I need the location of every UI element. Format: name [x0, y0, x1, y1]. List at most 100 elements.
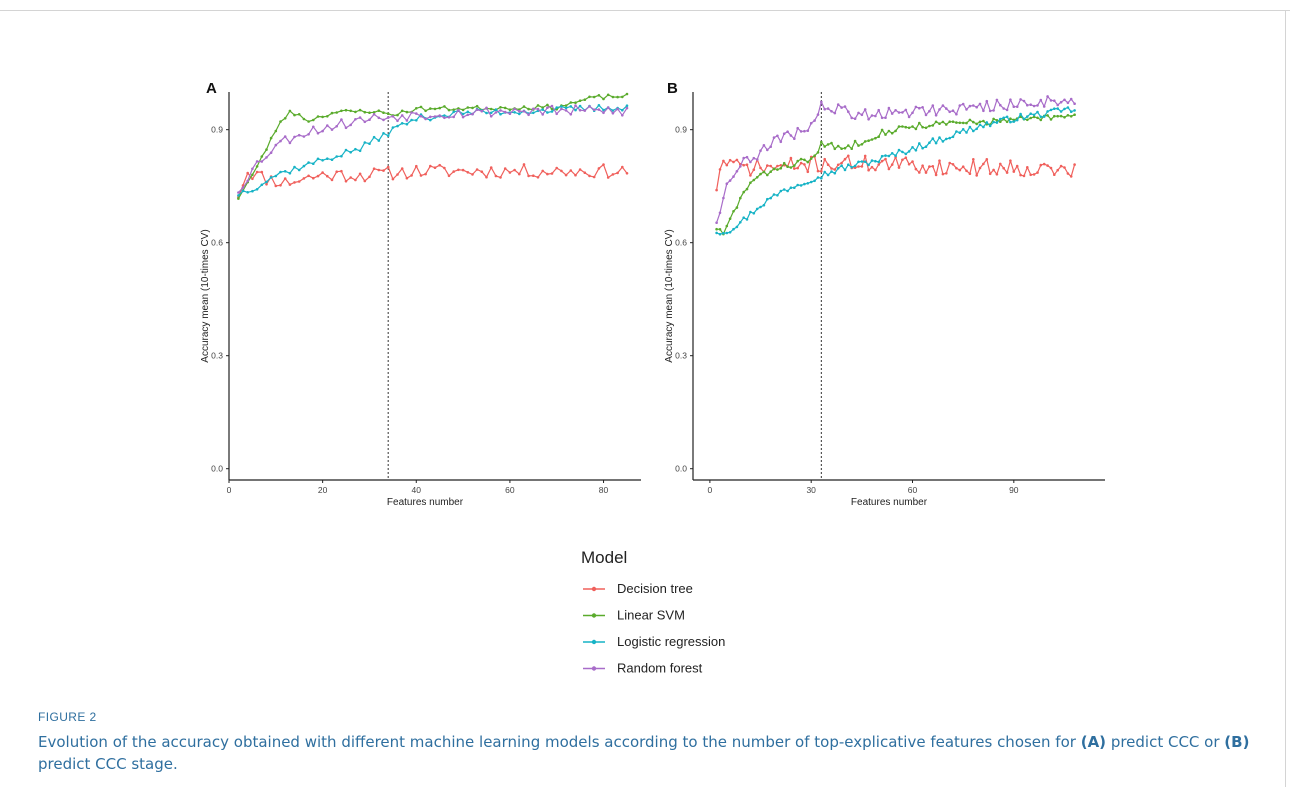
data-point: [265, 148, 268, 151]
data-point: [541, 113, 544, 116]
data-point: [1056, 168, 1059, 172]
data-point: [330, 158, 334, 161]
data-point: [461, 168, 465, 172]
data-point: [312, 176, 315, 180]
data-point: [293, 165, 296, 169]
data-point: [354, 147, 357, 151]
data-point: [880, 154, 884, 158]
data-point: [438, 114, 442, 117]
panel-letter: A: [206, 80, 217, 97]
data-point: [965, 121, 968, 125]
data-point: [527, 107, 530, 111]
data-point: [965, 108, 968, 111]
data-point: [850, 147, 853, 150]
x-tick-label: 0: [708, 485, 713, 495]
data-point: [1039, 118, 1043, 122]
data-point: [934, 141, 938, 145]
data-point: [728, 158, 732, 162]
data-point: [621, 165, 624, 169]
data-point: [931, 165, 935, 168]
panel-a: A 0.0 0.3 0.6 0.9 0 20 40 60 80 Features number Acc…: [200, 80, 641, 508]
data-point: [995, 119, 999, 122]
data-point: [843, 105, 847, 108]
data-point: [312, 118, 315, 122]
data-point: [907, 150, 911, 153]
data-point: [772, 136, 776, 139]
data-point: [809, 121, 813, 125]
data-point: [985, 121, 989, 124]
data-point: [1026, 115, 1029, 118]
data-point: [894, 109, 897, 112]
data-point: [443, 114, 446, 117]
data-point: [823, 157, 826, 161]
data-point: [867, 163, 870, 167]
data-point: [907, 162, 911, 166]
frame-top-border: [0, 10, 1290, 11]
data-point: [961, 165, 965, 168]
frame-right-border: [1285, 10, 1286, 787]
data-point: [722, 231, 725, 235]
data-point: [377, 109, 381, 112]
data-point: [728, 231, 732, 234]
data-point: [945, 123, 948, 126]
data-point: [755, 207, 759, 211]
data-point: [471, 106, 474, 110]
data-point: [928, 141, 931, 144]
data-point: [302, 177, 306, 180]
data-point: [621, 95, 624, 99]
data-point: [330, 128, 334, 131]
data-point: [769, 145, 772, 148]
data-point: [779, 189, 783, 193]
legend-item: Decision tree: [583, 581, 693, 596]
data-point: [335, 170, 339, 173]
data-point: [1002, 166, 1005, 170]
data-point: [410, 174, 413, 177]
data-point: [988, 109, 992, 113]
data-point: [742, 156, 745, 160]
data-point: [897, 125, 901, 128]
data-point: [752, 178, 756, 182]
data-point: [1002, 107, 1005, 110]
data-point: [715, 231, 718, 235]
data-point: [602, 163, 605, 166]
data-point: [1069, 115, 1073, 118]
data-point: [489, 115, 493, 118]
data-point: [503, 110, 507, 114]
data-point: [742, 216, 745, 219]
data-point: [941, 104, 945, 107]
data-point: [564, 104, 568, 107]
caption-ref-a: (A): [1080, 733, 1107, 751]
data-point: [1046, 110, 1049, 113]
data-point: [840, 147, 843, 150]
data-point: [982, 125, 985, 129]
data-point: [847, 110, 850, 113]
data-point: [1042, 162, 1046, 166]
data-point: [918, 121, 921, 125]
data-point: [396, 124, 399, 128]
data-point: [830, 141, 833, 145]
data-point: [880, 116, 884, 120]
data-point: [779, 140, 783, 144]
data-point: [732, 175, 735, 178]
data-point: [592, 175, 596, 179]
data-point: [489, 166, 493, 169]
data-point: [625, 104, 629, 107]
data-point: [1053, 114, 1056, 118]
data-point: [840, 161, 843, 165]
data-point: [578, 108, 582, 112]
data-point: [914, 149, 918, 152]
data-point: [499, 109, 502, 112]
legend-swatch-point: [591, 639, 597, 645]
data-point: [843, 168, 847, 172]
data-point: [494, 174, 498, 178]
data-point: [405, 176, 409, 180]
caption-text-2: predict CCC or: [1106, 733, 1225, 751]
y-tick-label: 0.9: [211, 125, 223, 135]
data-point: [1053, 99, 1056, 102]
data-point: [588, 174, 591, 178]
data-point: [578, 99, 582, 102]
data-point: [466, 106, 470, 109]
data-point: [391, 115, 395, 118]
data-point: [833, 171, 837, 175]
data-point: [948, 161, 951, 165]
